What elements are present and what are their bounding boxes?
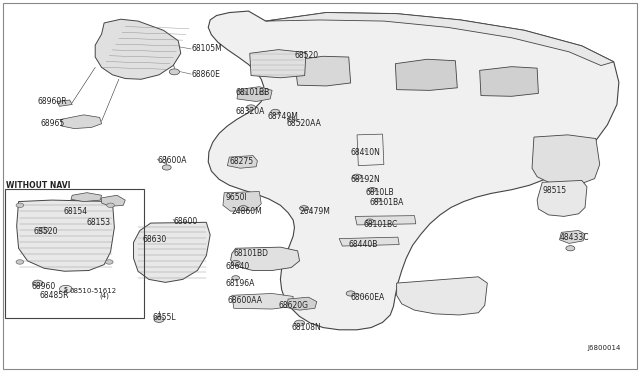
Text: 68154: 68154 xyxy=(63,208,88,217)
Circle shape xyxy=(16,203,24,208)
Text: 68960R: 68960R xyxy=(38,97,67,106)
Text: 26479M: 26479M xyxy=(300,207,330,216)
Polygon shape xyxy=(294,56,351,86)
Text: 68965: 68965 xyxy=(40,119,65,128)
Text: 68410N: 68410N xyxy=(351,148,381,157)
Circle shape xyxy=(163,165,172,170)
Circle shape xyxy=(231,260,240,266)
Circle shape xyxy=(346,291,355,296)
Circle shape xyxy=(154,317,164,323)
Polygon shape xyxy=(559,231,585,243)
Circle shape xyxy=(287,117,295,122)
Polygon shape xyxy=(102,195,125,206)
Circle shape xyxy=(33,280,43,286)
Polygon shape xyxy=(339,237,399,246)
Polygon shape xyxy=(355,216,416,225)
Text: 6B520: 6B520 xyxy=(34,227,58,236)
Polygon shape xyxy=(134,222,210,282)
Text: 08510-51612: 08510-51612 xyxy=(70,288,116,294)
Text: 68640: 68640 xyxy=(225,262,250,271)
Text: 68101BA: 68101BA xyxy=(370,198,404,207)
Polygon shape xyxy=(287,297,317,310)
Text: 68196A: 68196A xyxy=(225,279,255,288)
Polygon shape xyxy=(95,19,180,79)
Polygon shape xyxy=(266,13,614,65)
Polygon shape xyxy=(17,200,115,271)
Text: 6855L: 6855L xyxy=(153,313,176,322)
Circle shape xyxy=(366,219,374,224)
Circle shape xyxy=(300,206,308,211)
Text: 68153: 68153 xyxy=(87,218,111,227)
Text: 68620G: 68620G xyxy=(278,301,308,310)
Polygon shape xyxy=(61,115,102,129)
Circle shape xyxy=(566,246,575,251)
Circle shape xyxy=(232,276,239,280)
Text: 24860M: 24860M xyxy=(232,207,262,216)
Text: 68101BB: 68101BB xyxy=(236,88,270,97)
Circle shape xyxy=(259,91,266,94)
Text: 68108N: 68108N xyxy=(291,323,321,332)
Circle shape xyxy=(239,206,248,211)
Text: 68960: 68960 xyxy=(31,282,56,291)
Circle shape xyxy=(246,105,255,110)
Circle shape xyxy=(16,260,24,264)
Text: 68485R: 68485R xyxy=(39,291,68,300)
Circle shape xyxy=(294,320,305,326)
Text: 68600: 68600 xyxy=(173,217,197,226)
Text: 68630: 68630 xyxy=(143,235,166,244)
Text: 68600AA: 68600AA xyxy=(227,296,262,305)
Polygon shape xyxy=(250,49,306,78)
Polygon shape xyxy=(232,294,293,309)
Text: 68105M: 68105M xyxy=(191,44,221,53)
Text: 48433C: 48433C xyxy=(559,232,589,242)
Polygon shape xyxy=(230,247,300,270)
Circle shape xyxy=(353,174,362,179)
Circle shape xyxy=(374,198,381,202)
Text: 68060EA: 68060EA xyxy=(351,294,385,302)
Text: S: S xyxy=(64,286,68,292)
Text: (4): (4) xyxy=(100,292,109,299)
Text: 6810LB: 6810LB xyxy=(366,188,395,197)
Polygon shape xyxy=(223,192,261,211)
Text: 68275: 68275 xyxy=(229,157,253,166)
Circle shape xyxy=(240,91,246,94)
Text: WITHOUT NAVI: WITHOUT NAVI xyxy=(6,181,70,190)
Circle shape xyxy=(107,203,115,208)
Polygon shape xyxy=(532,135,600,184)
Circle shape xyxy=(271,109,280,115)
Text: 68192N: 68192N xyxy=(351,175,380,184)
Circle shape xyxy=(170,69,179,75)
Circle shape xyxy=(369,187,376,192)
Text: 68520: 68520 xyxy=(294,51,319,60)
Polygon shape xyxy=(71,193,102,202)
Text: 68440B: 68440B xyxy=(349,240,378,249)
Text: 68101BC: 68101BC xyxy=(364,221,397,230)
Polygon shape xyxy=(396,59,458,90)
Polygon shape xyxy=(537,180,587,217)
Text: 68101BD: 68101BD xyxy=(234,249,269,258)
Text: 68749M: 68749M xyxy=(268,112,298,121)
Circle shape xyxy=(106,260,113,264)
Polygon shape xyxy=(397,277,487,315)
Text: J6800014: J6800014 xyxy=(587,345,620,351)
Text: 9650I: 9650I xyxy=(225,193,247,202)
Text: 68320A: 68320A xyxy=(236,107,265,116)
Circle shape xyxy=(40,227,49,232)
Polygon shape xyxy=(227,155,257,168)
Polygon shape xyxy=(208,11,619,330)
Polygon shape xyxy=(237,87,272,102)
Text: 68520AA: 68520AA xyxy=(287,119,322,128)
Text: 68600A: 68600A xyxy=(157,156,187,165)
Polygon shape xyxy=(57,100,72,106)
Polygon shape xyxy=(479,67,538,96)
Text: 68860E: 68860E xyxy=(191,70,220,78)
Text: 98515: 98515 xyxy=(542,186,566,195)
Circle shape xyxy=(60,285,72,293)
